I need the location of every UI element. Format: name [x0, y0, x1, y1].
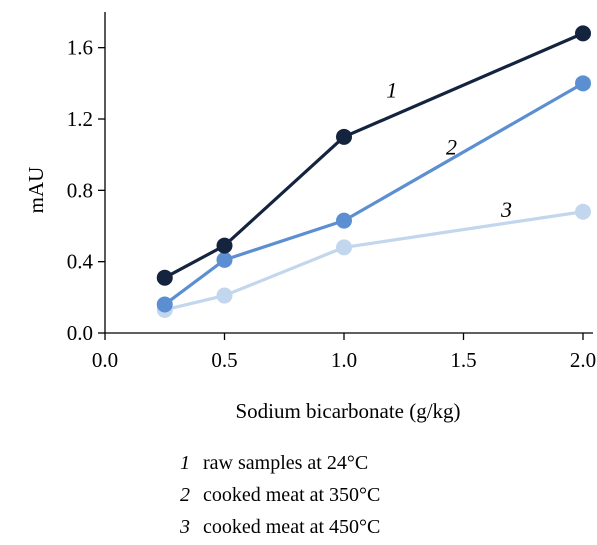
y-tick-label: 1.2: [67, 107, 93, 131]
legend-item-3: 3 cooked meat at 450°C: [180, 511, 380, 543]
data-point: [336, 128, 352, 145]
legend-item-number: 3: [180, 516, 190, 538]
data-point: [336, 239, 352, 256]
data-point: [575, 203, 591, 220]
legend-item-label: cooked meat at 350°C: [203, 484, 381, 506]
data-point: [156, 269, 173, 286]
y-axis-ticks: 0.0 0.4 0.8 1.2 1.6: [67, 36, 105, 345]
y-tick-label: 0.0: [67, 321, 93, 345]
x-tick-label: 0.5: [211, 348, 237, 372]
x-tick-label: 0.0: [92, 348, 118, 372]
legend-item-1: 1 raw samples at 24°C: [180, 447, 380, 479]
y-tick-label: 0.4: [67, 250, 94, 274]
series-tag-label: 1: [386, 78, 397, 103]
x-tick-label: 2.0: [570, 348, 596, 372]
x-axis-ticks: 0.0 0.5 1.0 1.5 2.0: [92, 333, 596, 372]
x-tick-label: 1.5: [450, 348, 476, 372]
x-tick-label: 1.0: [331, 348, 357, 372]
data-point: [336, 212, 352, 229]
data-point: [156, 296, 173, 313]
y-tick-label: 1.6: [67, 36, 93, 60]
legend-item-number: 1: [180, 452, 190, 474]
data-point: [575, 25, 591, 42]
series-1: 1: [156, 25, 591, 286]
legend-item-number: 2: [180, 484, 190, 506]
series-group: 3 2 1: [156, 25, 591, 318]
series-line: [164, 210, 584, 312]
legend-item-label: cooked meat at 450°C: [203, 516, 381, 538]
line-chart: 0.0 0.5 1.0 1.5 2.0 0.0 0.4 0.8 1.2 1.6 3 2 1 Sodi…: [24, 12, 596, 423]
series-tag-label: 3: [500, 197, 512, 222]
data-point: [575, 75, 591, 92]
legend-item-label: raw samples at 24°C: [203, 452, 369, 474]
data-point: [216, 251, 233, 268]
data-point: [216, 287, 233, 304]
legend-item-2: 2 cooked meat at 350°C: [180, 479, 380, 511]
series-tag-label: 2: [446, 135, 457, 160]
x-axis-title: Sodium bicarbonate (g/kg): [235, 399, 460, 423]
series-2: 2: [156, 75, 591, 313]
y-axis-title: mAU: [24, 167, 48, 214]
y-tick-label: 0.8: [67, 178, 93, 202]
series-line: [163, 81, 584, 306]
series-line: [163, 31, 584, 280]
legend: 1 raw samples at 24°C 2 cooked meat at 3…: [180, 447, 380, 543]
axes: [104, 12, 593, 334]
data-point: [216, 237, 233, 254]
